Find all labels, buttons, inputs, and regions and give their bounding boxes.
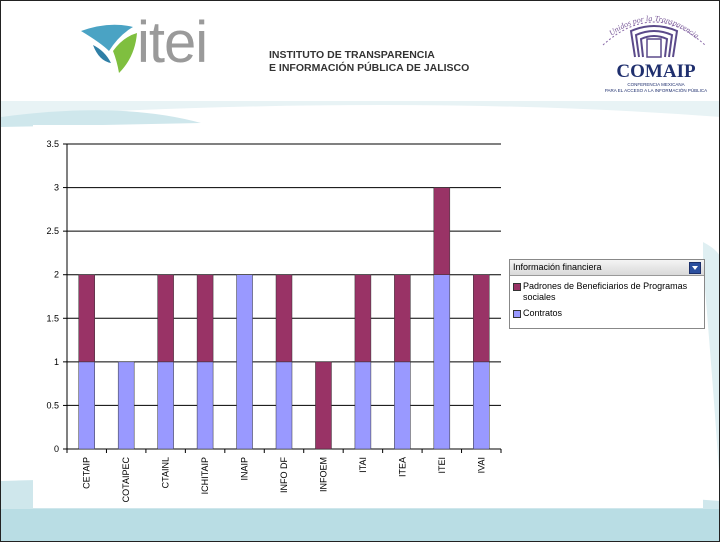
legend-swatch-padrones <box>513 283 521 291</box>
y-tick-label: 1 <box>54 357 59 367</box>
bar-segment <box>275 274 293 363</box>
comaip-logo-icon <box>602 21 706 58</box>
comaip-subtitle-2: PARA EL ACCESO A LA INFORMACIÓN PÚBLICA <box>604 88 708 93</box>
x-tick-label: ICHITAIP <box>200 457 210 494</box>
bar-segment <box>236 274 253 450</box>
bar-segment <box>473 361 490 450</box>
bar-segment <box>315 361 332 450</box>
bar-segment <box>196 361 214 450</box>
bar-segment <box>275 361 293 450</box>
legend-item-padrones: Padrones de Beneficiarios de Programas s… <box>510 281 704 303</box>
legend-label-padrones: Padrones de Beneficiarios de Programas s… <box>523 281 688 302</box>
x-tick-label: COTAIPEC <box>121 457 131 503</box>
x-tick-label: INFO DF <box>279 457 289 493</box>
itei-logo-icon <box>81 24 137 73</box>
bar-segment <box>354 361 372 450</box>
legend-swatch-contratos <box>513 310 521 318</box>
comaip-subtitle-1: CONFERENCIA MEXICANA <box>627 82 685 87</box>
x-tick-label: ITEI <box>437 457 447 474</box>
bar-segment <box>78 274 95 363</box>
footer-band <box>1 509 719 541</box>
comaip-motto-arc: Unidos por la Transparencia <box>607 14 700 40</box>
itei-wordmark: itei <box>137 10 208 75</box>
y-tick-label: 2.5 <box>46 226 59 236</box>
x-tick-label: CTAINL <box>161 457 171 488</box>
y-tick-label: 3.5 <box>46 139 59 149</box>
legend-item-contratos: Contratos <box>510 308 704 319</box>
chart-legend: Información financiera Padrones de Benef… <box>509 259 705 329</box>
y-tick-label: 0.5 <box>46 400 59 410</box>
bar-segment <box>117 361 135 450</box>
legend-dropdown-icon[interactable] <box>689 262 701 274</box>
x-tick-label: ITAI <box>358 457 368 473</box>
legend-header: Información financiera <box>510 260 704 276</box>
y-tick-label: 0 <box>54 444 59 454</box>
legend-label-contratos: Contratos <box>523 308 563 318</box>
bar-segment <box>433 187 451 275</box>
bar-segment <box>354 274 372 363</box>
bar-segment <box>394 361 411 450</box>
bar-segment <box>394 274 411 363</box>
x-tick-label: IVAI <box>476 457 486 473</box>
legend-title: Información financiera <box>513 262 602 272</box>
y-tick-label: 1.5 <box>46 313 59 323</box>
institute-name-line2: E INFORMACIÓN PÚBLICA DE JALISCO <box>269 62 470 74</box>
x-tick-label: INFOEM <box>318 457 328 492</box>
bar-segment <box>157 361 174 450</box>
x-tick-label: CETAIP <box>82 457 92 489</box>
bar-segment <box>78 361 95 450</box>
x-tick-label: ITEA <box>397 457 407 477</box>
y-tick-label: 3 <box>54 183 59 193</box>
institute-name-line1: INSTITUTO DE TRANSPARENCIA <box>269 49 435 61</box>
x-tick-label: INAIP <box>240 457 250 481</box>
bar-segment <box>433 274 451 450</box>
bar-segment <box>196 274 214 363</box>
bar-segment <box>473 274 490 363</box>
y-tick-label: 2 <box>54 270 59 280</box>
comaip-title: COMAIP <box>616 61 696 82</box>
bar-segment <box>157 274 174 363</box>
